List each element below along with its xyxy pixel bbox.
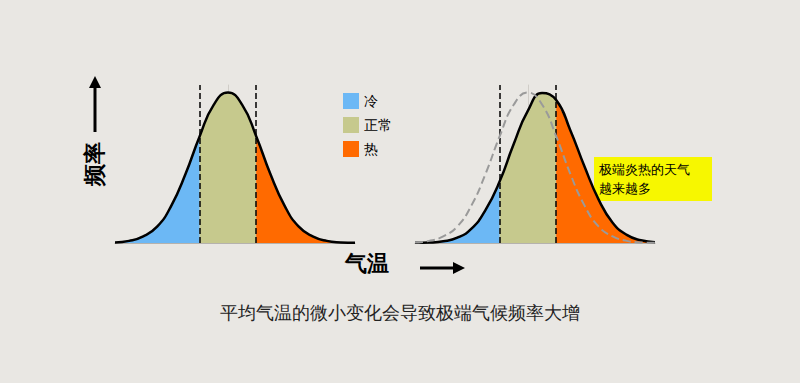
svg-text:平均气温的微小变化会导致极端气候频率大增: 平均气温的微小变化会导致极端气候频率大增	[220, 302, 580, 323]
svg-text:越来越多: 越来越多	[599, 181, 651, 196]
svg-text:热: 热	[364, 141, 378, 157]
svg-text:频率: 频率	[82, 142, 107, 187]
svg-text:正常: 正常	[364, 117, 392, 133]
svg-text:冷: 冷	[364, 93, 378, 109]
svg-text:气温: 气温	[344, 251, 389, 276]
svg-text:极端炎热的天气: 极端炎热的天气	[598, 162, 690, 177]
